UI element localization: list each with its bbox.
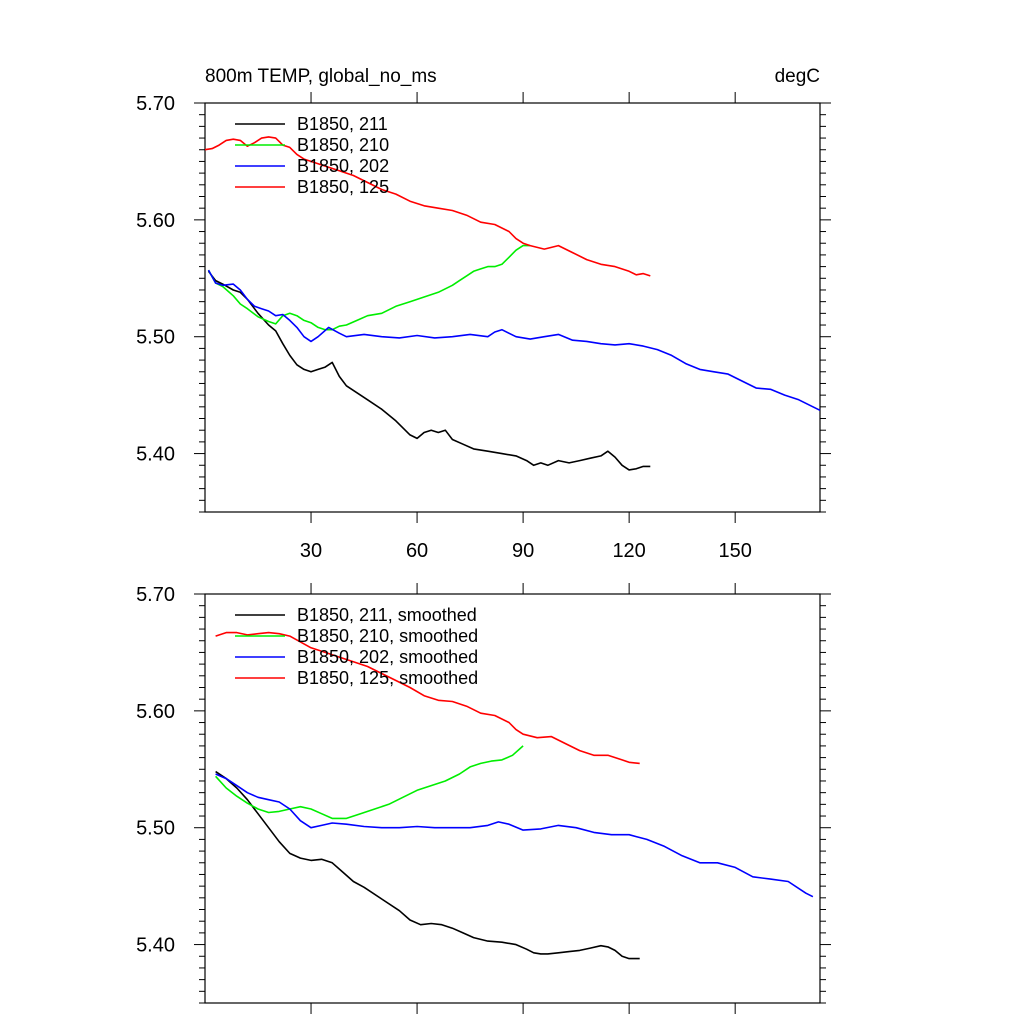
series-line-3	[207, 269, 821, 412]
plot-frame	[204, 102, 821, 513]
legend-label: B1850, 125, smoothed	[297, 668, 478, 688]
y-tick-label: 5.70	[136, 93, 175, 115]
legend-label: B1850, 211, smoothed	[297, 605, 477, 625]
y-tick-label: 5.50	[136, 327, 175, 349]
y-tick-label: 5.70	[136, 584, 175, 606]
series-line-4	[215, 631, 640, 765]
legend-label: B1850, 211	[297, 114, 388, 134]
x-tick-label: 30	[300, 540, 322, 562]
x-tick-label: 150	[718, 540, 751, 562]
plot-frame	[204, 593, 821, 1004]
series-line-2	[215, 745, 524, 820]
x-tick-label: 60	[406, 540, 428, 562]
y-tick-label: 5.50	[136, 818, 175, 840]
legend-label: B1850, 125	[297, 177, 389, 197]
legend-label: B1850, 202	[297, 156, 389, 176]
y-tick-label: 5.60	[136, 701, 175, 723]
legend-label: B1850, 202, smoothed	[297, 647, 478, 667]
series-line-2	[207, 244, 531, 331]
legend-label: B1850, 210	[297, 135, 389, 155]
series-line-4	[204, 136, 651, 277]
y-tick-label: 5.60	[136, 210, 175, 232]
series-line-1	[207, 270, 651, 471]
chart-title: 800m TEMP, global_no_ms	[205, 66, 437, 87]
legend-label: B1850, 210, smoothed	[297, 626, 478, 646]
series-line-1	[215, 770, 640, 960]
units-label: degC	[775, 66, 820, 87]
series-line-3	[215, 773, 814, 898]
x-tick-label: 120	[612, 540, 645, 562]
y-tick-label: 5.40	[136, 444, 175, 466]
x-tick-label: 90	[512, 540, 534, 562]
y-tick-label: 5.40	[136, 935, 175, 957]
